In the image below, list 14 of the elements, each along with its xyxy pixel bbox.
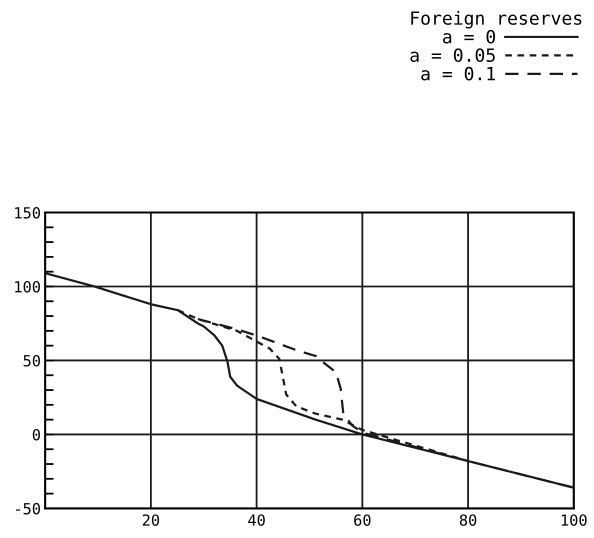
x-tick-label: 60 (354, 514, 371, 526)
y-tick-label: -50 (16, 502, 40, 514)
x-tick-label: 40 (248, 514, 265, 526)
legend-label: a = 0.1 (421, 66, 495, 80)
y-tick-label: 100 (15, 280, 40, 293)
x-tick-label: 20 (142, 514, 160, 526)
y-tick-label: 50 (24, 354, 40, 367)
y-tick-label: 0 (32, 428, 40, 440)
legend-title: Foreign reserves (411, 10, 582, 29)
legend-label: a = 0.05 (410, 48, 495, 62)
legend-label: a = 0 (443, 30, 496, 44)
x-tick-label: 100 (562, 514, 587, 526)
y-tick-label: 150 (15, 207, 40, 219)
x-tick-label: 80 (460, 514, 476, 526)
